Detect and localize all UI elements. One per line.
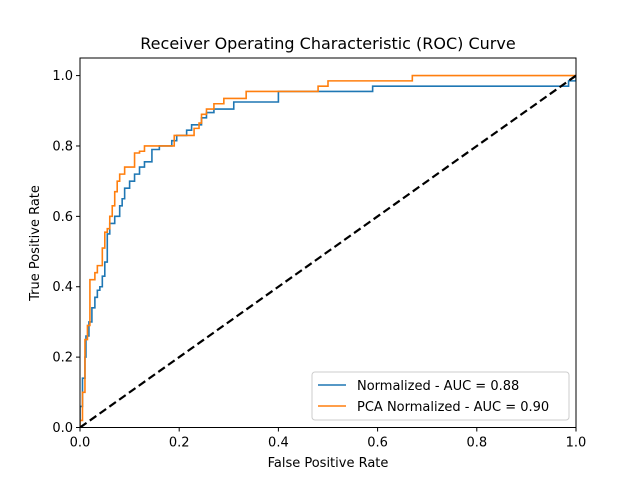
y-axis: 0.0 0.2 0.4 0.6 0.8 1.0 <box>52 69 80 436</box>
x-axis-label: False Positive Rate <box>268 456 389 471</box>
legend: Normalized - AUC = 0.88 PCA Normalized -… <box>311 371 570 421</box>
series-normalized-line <box>80 75 576 428</box>
legend-label-normalized: Normalized - AUC = 0.88 <box>357 379 519 394</box>
y-axis-label: True Positive Rate <box>28 185 43 302</box>
x-tick-label: 0.2 <box>169 436 190 451</box>
legend-frame <box>311 371 570 421</box>
x-tick-label: 0.6 <box>367 436 388 451</box>
legend-label-pca-normalized: PCA Normalized - AUC = 0.90 <box>357 400 549 415</box>
y-tick-label: 0.2 <box>52 351 73 366</box>
series-pca-normalized-line <box>80 74 576 428</box>
x-tick-label: 0.4 <box>268 436 289 451</box>
y-tick-label: 0.8 <box>52 139 73 154</box>
x-tick-label: 1.0 <box>566 436 587 451</box>
y-tick-label: 0.6 <box>52 210 73 225</box>
y-tick-label: 0.4 <box>52 280 73 295</box>
chance-diagonal-line <box>80 74 576 428</box>
plot-frame <box>79 57 577 428</box>
series-layer <box>80 74 576 428</box>
y-tick-label: 0.0 <box>52 421 73 436</box>
chart-title: Receiver Operating Characteristic (ROC) … <box>140 34 515 53</box>
x-tick-label: 0.0 <box>70 436 91 451</box>
x-tick-label: 0.8 <box>466 436 487 451</box>
y-tick-label: 1.0 <box>52 69 73 84</box>
x-axis: 0.0 0.2 0.4 0.6 0.8 1.0 <box>70 427 587 451</box>
